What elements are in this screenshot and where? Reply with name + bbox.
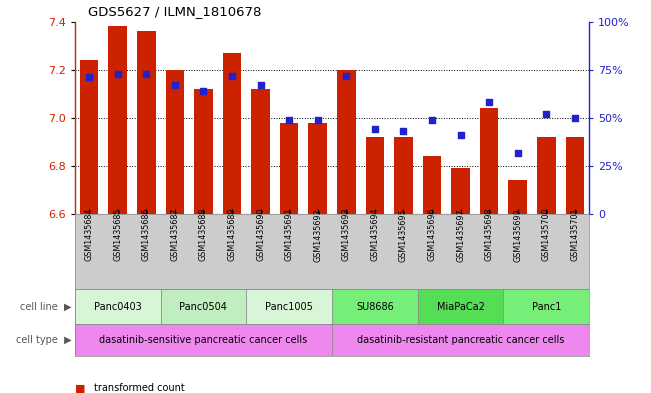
Bar [280, 123, 298, 214]
Point [427, 117, 437, 123]
Point [370, 126, 380, 132]
Point [312, 117, 323, 123]
Point [255, 82, 266, 88]
Text: cell type  ▶: cell type ▶ [16, 335, 72, 345]
Point [456, 132, 466, 138]
Bar [165, 70, 184, 214]
Bar [366, 137, 384, 214]
Bar [394, 137, 413, 214]
Bar [161, 289, 246, 324]
Text: Panc0403: Panc0403 [94, 301, 142, 312]
Point [284, 117, 294, 123]
Bar [566, 137, 584, 214]
Text: ■: ■ [75, 383, 85, 393]
Bar [246, 289, 332, 324]
Bar [451, 169, 470, 214]
Point [398, 128, 409, 134]
Bar [194, 89, 213, 214]
Bar [75, 324, 332, 356]
Bar [251, 89, 270, 214]
Bar [309, 123, 327, 214]
Bar [503, 289, 589, 324]
Text: Panc1: Panc1 [532, 301, 561, 312]
Bar [223, 53, 242, 214]
Point [484, 99, 494, 106]
Point [84, 74, 94, 81]
Point [541, 111, 551, 117]
Point [170, 82, 180, 88]
Point [512, 149, 523, 156]
Bar [422, 156, 441, 214]
Text: SU8686: SU8686 [356, 301, 394, 312]
Text: dasatinib-resistant pancreatic cancer cells: dasatinib-resistant pancreatic cancer ce… [357, 335, 564, 345]
Point [113, 70, 123, 77]
Text: Panc0504: Panc0504 [180, 301, 227, 312]
Bar [418, 289, 503, 324]
Bar [332, 289, 418, 324]
Text: GDS5627 / ILMN_1810678: GDS5627 / ILMN_1810678 [88, 5, 261, 18]
Text: transformed count: transformed count [94, 383, 185, 393]
Point [570, 115, 580, 121]
Text: MiaPaCa2: MiaPaCa2 [437, 301, 484, 312]
Text: Panc1005: Panc1005 [265, 301, 313, 312]
Point [227, 72, 237, 79]
Bar [332, 324, 589, 356]
Text: cell line  ▶: cell line ▶ [20, 301, 72, 312]
Bar [337, 70, 355, 214]
Bar [137, 31, 156, 214]
Bar [480, 108, 499, 214]
Bar [537, 137, 555, 214]
Point [141, 70, 152, 77]
Point [198, 88, 208, 94]
Bar [109, 26, 127, 214]
Bar [75, 289, 161, 324]
Bar [508, 180, 527, 214]
Point [341, 72, 352, 79]
Bar [80, 60, 98, 214]
Text: dasatinib-sensitive pancreatic cancer cells: dasatinib-sensitive pancreatic cancer ce… [100, 335, 307, 345]
